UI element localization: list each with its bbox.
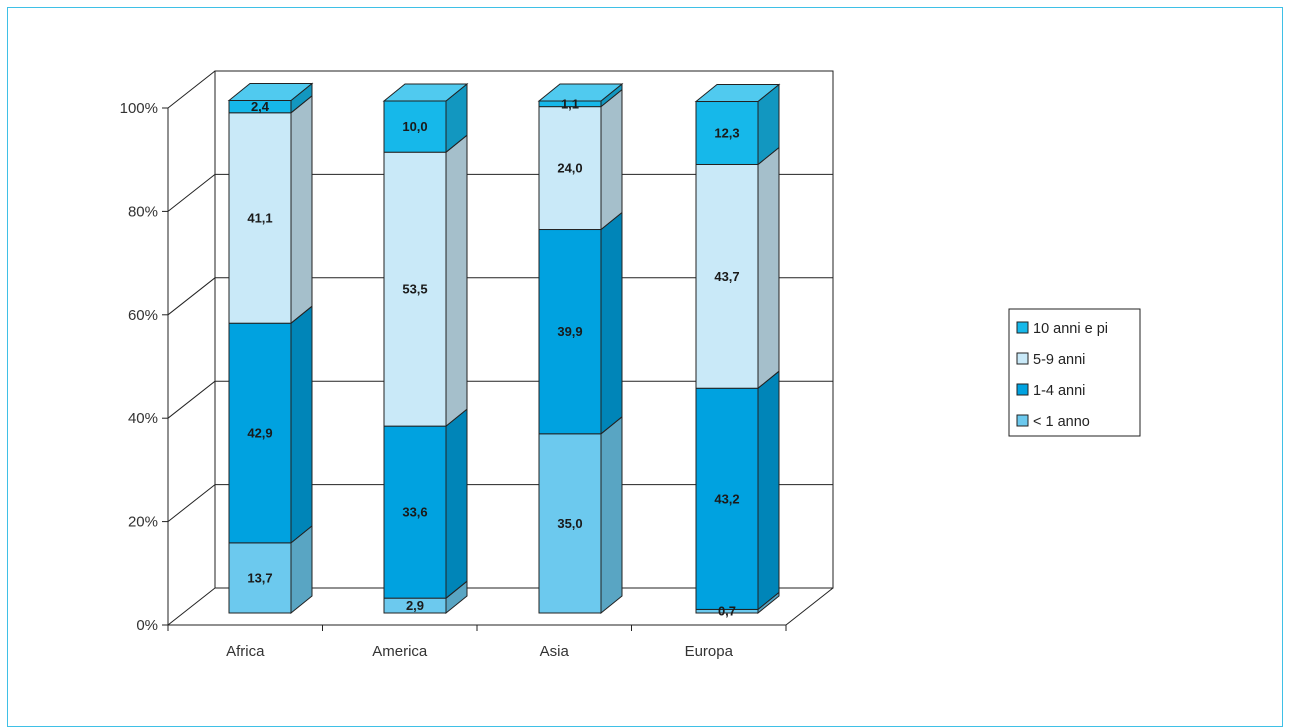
bar-africa-1-side: [290, 305, 313, 544]
gridline-diagonal: [167, 277, 216, 316]
data-label: 43,2: [714, 491, 739, 506]
data-label: 13,7: [247, 570, 272, 585]
bar-europa-1-side: [757, 370, 780, 611]
data-label: 41,1: [247, 210, 272, 225]
data-label: 10,0: [402, 119, 427, 134]
data-label: 33,6: [402, 505, 427, 520]
data-label: 1,1: [561, 96, 579, 111]
gridline-diagonal: [167, 70, 216, 109]
legend-label: 10 anni e pi: [1033, 321, 1108, 337]
legend-swatch: [1016, 352, 1029, 365]
legend-label: 5-9 anni: [1033, 352, 1085, 368]
bar-america-1-side: [445, 408, 468, 600]
legend-swatch: [1016, 414, 1029, 427]
y-tick-label: 40%: [128, 410, 158, 427]
data-label: 42,9: [247, 426, 272, 441]
bar-america-2-front: [383, 151, 447, 427]
bar-asia-1-front: [538, 229, 602, 435]
gridline-diagonal: [167, 587, 216, 626]
legend-swatch: [1016, 321, 1029, 334]
y-tick-label: 20%: [128, 514, 158, 531]
bar-africa-1-front: [228, 322, 292, 544]
x-tick-label-europa: Europa: [685, 643, 734, 660]
chart-bars: [227, 82, 781, 615]
data-label: 53,5: [402, 282, 427, 297]
data-label: 12,3: [714, 126, 739, 141]
data-label: 35,0: [557, 516, 582, 531]
x-tick-label-america: America: [372, 643, 428, 660]
data-label: 24,0: [557, 161, 582, 176]
chart-axes: 0% 20% 40% 60% 80% 100% Africa America Asia Europ…: [120, 100, 787, 660]
data-label: 43,7: [714, 269, 739, 284]
bar-africa-0-front: [228, 542, 292, 614]
bar-europa-2-side: [757, 146, 780, 390]
bar-asia-top: [537, 83, 624, 102]
floor-edge: [785, 587, 834, 626]
bar-europa-3-front: [695, 101, 759, 165]
data-label: 2,9: [406, 598, 424, 613]
gridline-diagonal: [167, 174, 216, 212]
legend-box: [1008, 308, 1141, 437]
bar-europa-top: [694, 84, 781, 102]
legend-swatch: [1016, 383, 1029, 396]
bar-asia-0-side: [600, 415, 623, 615]
chart-legend: 10 anni e pi 5-9 anni 1-4 anni < 1 anno: [1008, 308, 1141, 437]
data-label: 39,9: [557, 324, 582, 339]
bar-europa-2-front: [695, 163, 759, 389]
x-tick-label-asia: Asia: [540, 643, 570, 660]
bar-africa-2-side: [290, 94, 313, 325]
legend-label: < 1 anno: [1033, 414, 1090, 430]
data-label: 0,7: [718, 604, 736, 619]
bar-asia-2-side: [600, 88, 623, 231]
y-tick-label: 60%: [128, 307, 158, 324]
bar-europa-1-front: [695, 387, 759, 610]
bar-america-2-side: [445, 134, 468, 428]
gridline-diagonal: [167, 380, 216, 419]
legend-label: 1-4 anni: [1033, 383, 1085, 399]
y-tick-label: 0%: [136, 617, 158, 634]
gridline-diagonal: [167, 484, 216, 522]
x-tick-label-africa: Africa: [226, 643, 265, 660]
y-tick-label: 100%: [120, 100, 158, 117]
bar-africa-top: [227, 83, 314, 101]
bar-america-top: [382, 83, 469, 102]
chart-data-labels: 13,7 42,9 41,1 2,4 2,9 33,6 53,5 10,0 35,0 39,9 24…: [247, 96, 739, 618]
bar-asia-1-side: [600, 211, 623, 435]
data-label: 2,4: [251, 99, 270, 114]
y-tick-label: 80%: [128, 203, 158, 220]
bar-asia-0-front: [538, 433, 602, 614]
